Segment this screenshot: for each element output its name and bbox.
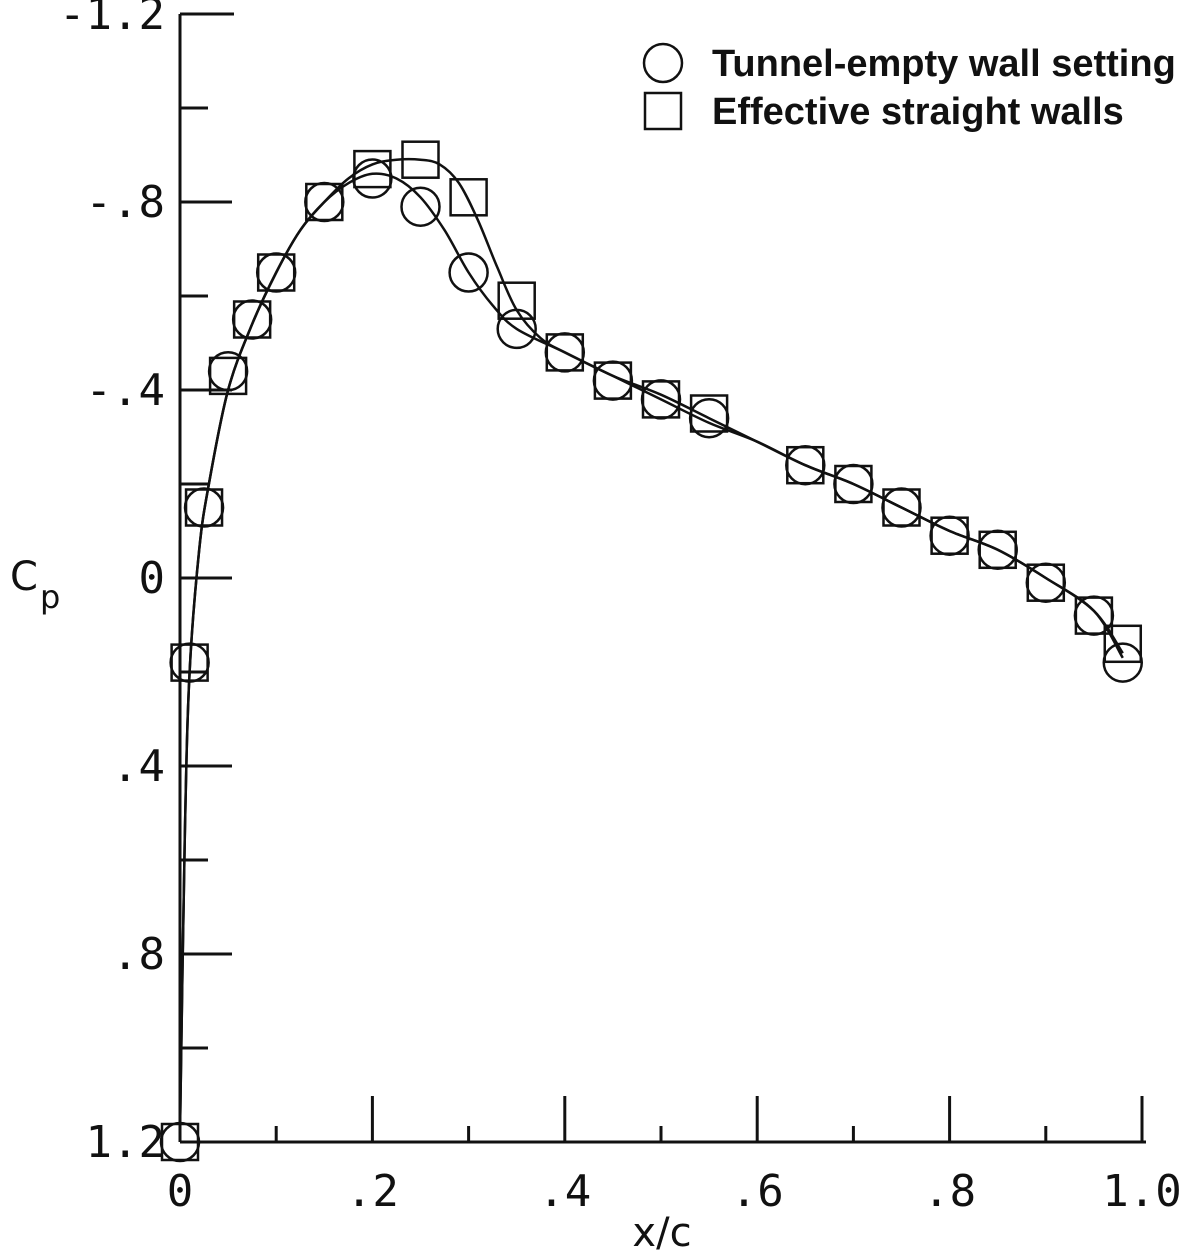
y-tick-label: .4 <box>112 741 165 792</box>
legend-label-straight-walls: Effective straight walls <box>712 91 1124 133</box>
y-axis-label: C <box>10 554 38 600</box>
y-axis-label-subscript: p <box>40 578 60 616</box>
y-tick-label: -.8 <box>86 177 165 228</box>
y-tick-label: 1.2 <box>86 1117 165 1168</box>
legend-circle-marker <box>644 44 682 82</box>
tunnel-empty-circle-point <box>402 188 440 226</box>
legend-label-tunnel-empty: Tunnel-empty wall setting <box>712 43 1176 85</box>
x-tick-label: .8 <box>923 1166 976 1217</box>
tunnel-empty-circle-point <box>233 301 271 339</box>
x-tick-label: 0 <box>167 1166 194 1217</box>
legend: Tunnel-empty wall setting Effective stra… <box>644 43 1176 133</box>
y-tick-label: -.4 <box>86 365 165 416</box>
tunnel-empty-circle-point <box>1027 564 1065 602</box>
y-tick-label: -1.2 <box>59 0 165 40</box>
straight-walls-square-point <box>451 179 487 215</box>
y-tick-label: .8 <box>112 929 165 980</box>
straight-walls-square-point <box>691 396 727 432</box>
y-axis-title: Cp <box>10 554 60 616</box>
data-markers <box>161 142 1142 1161</box>
y-tick-label: 0 <box>139 553 166 604</box>
straight-walls-square-point <box>354 151 390 187</box>
legend-square-marker <box>645 93 681 129</box>
fit-curve <box>180 159 1123 1133</box>
x-tick-label: 1.0 <box>1102 1166 1181 1217</box>
x-axis-title: x/c <box>632 1210 691 1256</box>
x-tick-label: .4 <box>538 1166 591 1217</box>
tunnel-empty-circle-point <box>1075 597 1113 635</box>
x-tick-label: .6 <box>731 1166 784 1217</box>
tick-labels: -1.2-.8-.40.4.81.20.2.4.6.8 1.0 <box>59 0 1182 1217</box>
fit-curve <box>180 174 1123 1133</box>
fit-curves <box>180 159 1123 1133</box>
x-tick-label: .2 <box>346 1166 399 1217</box>
